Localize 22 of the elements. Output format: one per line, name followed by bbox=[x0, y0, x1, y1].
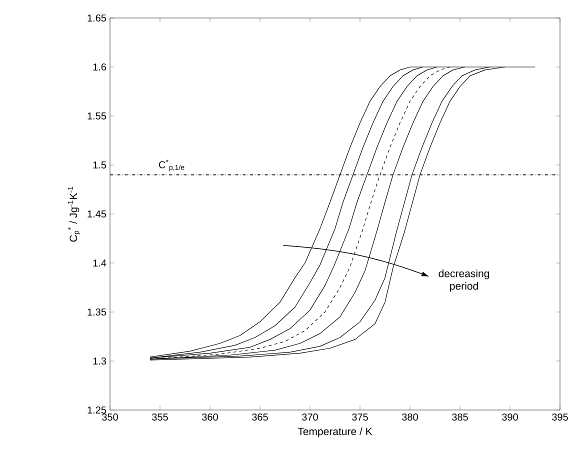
y-axis-title: C$_{p}$$^{*}$ / Jg$^{-1}$K$^{-1}$ bbox=[68, 186, 80, 242]
x-tick-label: 385 bbox=[452, 414, 468, 421]
y-tick-label: 1.25 bbox=[88, 406, 106, 414]
x-tick-label: 360 bbox=[202, 414, 218, 421]
annotation: decreasing period bbox=[438, 269, 490, 292]
y-tick-label: 1.5 bbox=[93, 162, 106, 168]
y-tick-label: 1.45 bbox=[88, 210, 106, 218]
x-tick-label: 370 bbox=[302, 414, 318, 421]
x-tick-label: 365 bbox=[252, 414, 268, 421]
x-tick-label: 380 bbox=[402, 414, 418, 421]
y-tick-label: 1.6 bbox=[93, 63, 106, 71]
x-tick-label: 350 bbox=[102, 414, 118, 421]
x-tick-label: 375 bbox=[352, 414, 368, 421]
y-tick-label: 1.65 bbox=[88, 14, 106, 22]
y-tick-label: 1.55 bbox=[88, 112, 106, 120]
x-tick-label: 395 bbox=[552, 414, 568, 421]
x-tick-label: 355 bbox=[152, 414, 168, 421]
x-axis-title: Temperature / K bbox=[298, 427, 372, 438]
y-tick-label: 1.3 bbox=[93, 357, 106, 365]
y-tick-label: 1.4 bbox=[93, 260, 106, 266]
x-tick-label: 390 bbox=[502, 414, 518, 421]
y-tick-label: 1.35 bbox=[88, 308, 106, 316]
